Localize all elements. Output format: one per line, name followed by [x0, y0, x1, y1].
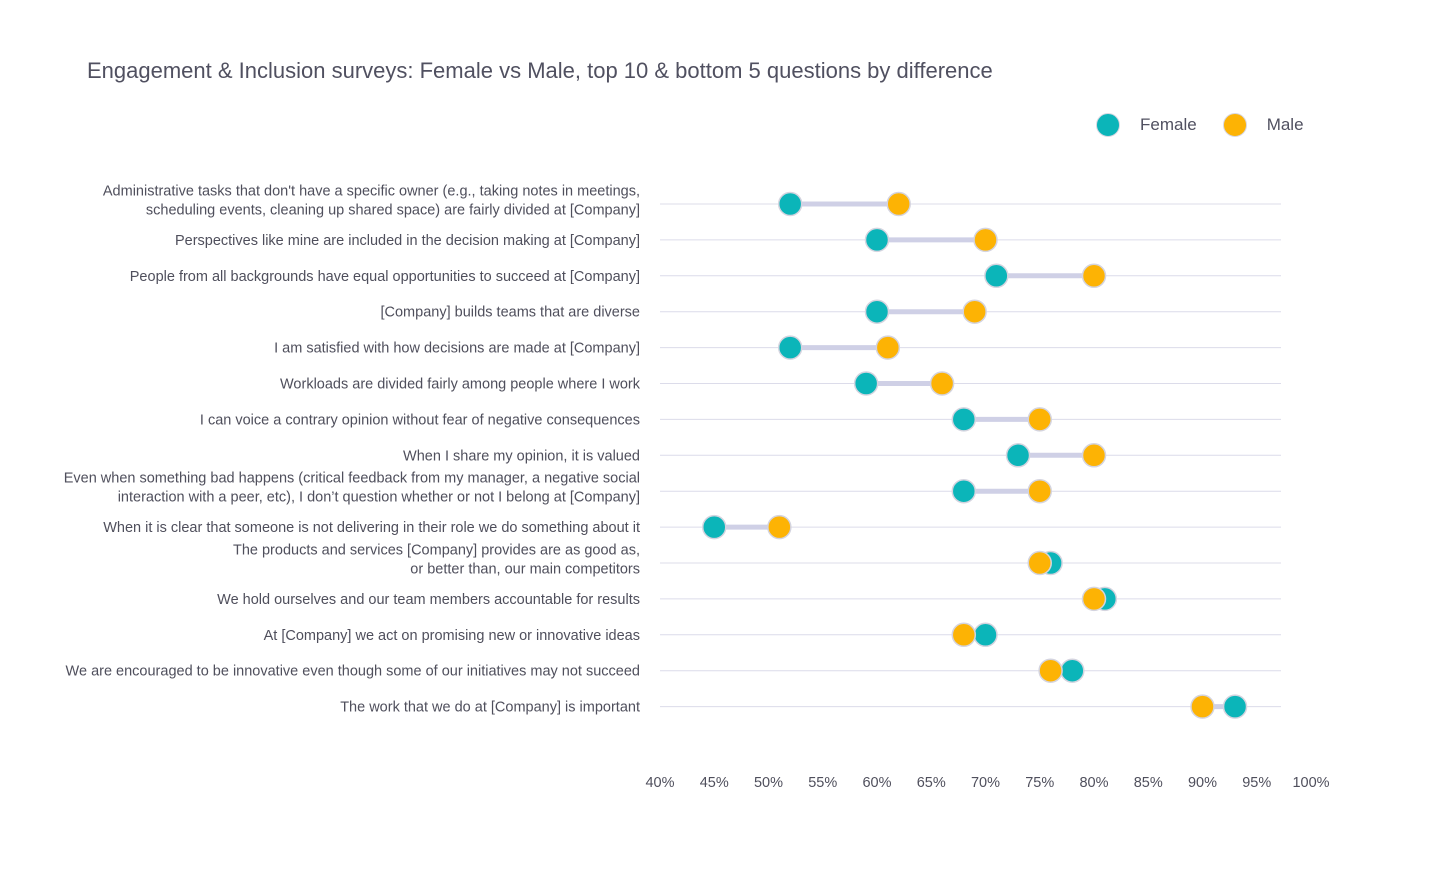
x-tick-label: 40%	[645, 775, 674, 791]
female-dot[interactable]	[951, 478, 977, 504]
male-dot[interactable]	[929, 371, 955, 396]
female-dot[interactable]	[777, 191, 803, 217]
dumbbell-row: The products and services [Company] prov…	[233, 543, 1281, 578]
female-dot[interactable]	[1005, 443, 1031, 468]
x-tick-label: 95%	[1242, 775, 1271, 791]
x-tick-label: 70%	[971, 775, 1000, 791]
male-dot[interactable]	[1027, 407, 1052, 432]
legend-item-male[interactable]: Male	[1222, 113, 1304, 137]
legend-item-female[interactable]: Female	[1096, 113, 1197, 137]
category-label: The products and services [Company] prov…	[233, 543, 640, 559]
male-dot[interactable]	[1081, 443, 1107, 468]
male-dot[interactable]	[1027, 550, 1052, 576]
chart-title: Engagement & Inclusion surveys: Female v…	[87, 58, 993, 83]
category-label: interaction with a peer, etc), I don’t q…	[118, 490, 640, 506]
male-dot[interactable]	[1081, 263, 1107, 289]
category-label: When it is clear that someone is not del…	[103, 520, 640, 536]
dumbbell-row: The work that we do at [Company] is impo…	[340, 694, 1281, 719]
category-label: The work that we do at [Company] is impo…	[340, 700, 640, 716]
male-dot[interactable]	[1190, 694, 1215, 719]
female-dot[interactable]	[864, 227, 890, 253]
male-dot[interactable]	[1027, 478, 1052, 504]
x-tick-label: 85%	[1134, 775, 1163, 791]
category-label: scheduling events, cleaning up shared sp…	[146, 203, 640, 219]
legend: Female Male	[1096, 112, 1330, 138]
category-label: I am satisfied with how decisions are ma…	[274, 341, 640, 357]
x-tick-label: 100%	[1292, 775, 1329, 791]
x-tick-label: 50%	[754, 775, 783, 791]
dumbbell-row: I am satisfied with how decisions are ma…	[274, 335, 1281, 360]
x-tick-label: 65%	[917, 775, 946, 791]
dumbbell-row: When I share my opinion, it is valued	[403, 443, 1281, 468]
x-tick-label: 75%	[1025, 775, 1054, 791]
category-label: I can voice a contrary opinion without f…	[200, 412, 640, 428]
male-dot[interactable]	[886, 191, 911, 217]
dumbbell-row: Even when something bad happens (critica…	[64, 471, 1281, 506]
category-label: We hold ourselves and our team members a…	[217, 592, 640, 608]
male-dot[interactable]	[951, 622, 977, 648]
x-tick-label: 60%	[862, 775, 891, 791]
dumbbell-row: I can voice a contrary opinion without f…	[200, 407, 1281, 432]
female-dot[interactable]	[777, 335, 803, 360]
male-dot[interactable]	[875, 335, 901, 360]
x-tick-label: 55%	[808, 775, 837, 791]
legend-swatch-male	[1222, 113, 1247, 137]
category-label: Administrative tasks that don't have a s…	[103, 184, 640, 200]
dumbbell-row: At [Company] we act on promising new or …	[264, 622, 1281, 648]
x-tick-label: 45%	[700, 775, 729, 791]
dumbbell-row: When it is clear that someone is not del…	[103, 514, 1281, 540]
female-dot[interactable]	[864, 299, 890, 324]
dumbbell-row: We are encouraged to be innovative even …	[66, 658, 1281, 683]
category-label: Even when something bad happens (critica…	[64, 471, 640, 487]
male-dot[interactable]	[767, 514, 792, 540]
female-dot[interactable]	[853, 371, 879, 396]
category-label: At [Company] we act on promising new or …	[264, 628, 640, 644]
female-dot[interactable]	[984, 263, 1009, 289]
category-label: We are encouraged to be innovative even …	[66, 664, 640, 680]
category-label: People from all backgrounds have equal o…	[130, 269, 640, 285]
dumbbell-row: Workloads are divided fairly among peopl…	[280, 371, 1281, 396]
category-label: or better than, our main competitors	[410, 562, 640, 578]
male-dot[interactable]	[973, 227, 998, 253]
dumbbell-row: People from all backgrounds have equal o…	[130, 263, 1281, 289]
x-tick-label: 80%	[1079, 775, 1108, 791]
male-dot[interactable]	[1081, 586, 1107, 612]
female-dot[interactable]	[1222, 694, 1248, 719]
legend-label-female: Female	[1140, 115, 1197, 134]
female-dot[interactable]	[973, 622, 998, 648]
category-label: Perspectives like mine are included in t…	[175, 233, 640, 249]
category-label: [Company] builds teams that are diverse	[380, 305, 640, 321]
category-label: When I share my opinion, it is valued	[403, 448, 640, 464]
x-tick-label: 90%	[1188, 775, 1217, 791]
female-dot[interactable]	[1060, 658, 1085, 683]
dumbbell-row: Perspectives like mine are included in t…	[175, 227, 1281, 253]
dumbbell-row: Administrative tasks that don't have a s…	[103, 184, 1281, 219]
male-dot[interactable]	[1038, 658, 1063, 683]
female-dot[interactable]	[702, 514, 727, 540]
legend-swatch-female	[1096, 113, 1120, 137]
male-dot[interactable]	[962, 299, 987, 324]
female-dot[interactable]	[951, 407, 977, 432]
dumbbell-row: We hold ourselves and our team members a…	[217, 586, 1281, 612]
legend-label-male: Male	[1266, 115, 1304, 134]
category-label: Workloads are divided fairly among peopl…	[280, 377, 641, 393]
dumbbell-row: [Company] builds teams that are diverse	[380, 299, 1281, 324]
